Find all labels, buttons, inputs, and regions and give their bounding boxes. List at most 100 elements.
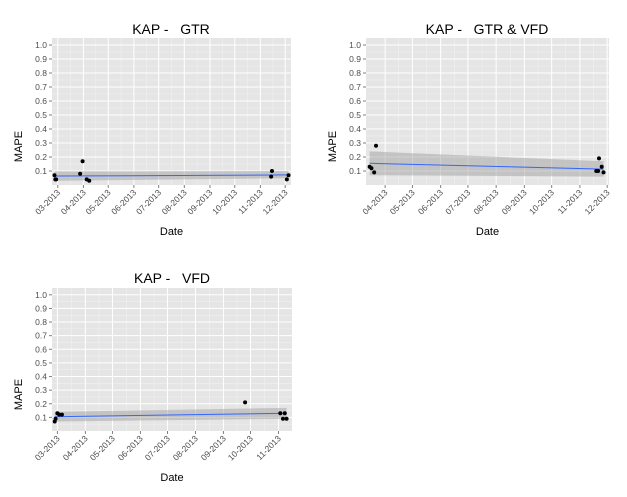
trend-line [369,162,604,170]
data-point [282,411,287,416]
data-point [59,412,64,417]
x-tick-label: 07-2013 [143,433,172,462]
x-tick-label: 06-2013 [116,433,145,462]
plot-background [52,288,292,431]
data-point [284,177,289,182]
x-tick-label: 07-2013 [134,187,163,216]
data-point [286,173,291,178]
x-tick-label: 07-2013 [443,187,472,216]
x-axis-title: Date [160,226,183,238]
y-tick-label: 0.5 [35,358,47,368]
x-tick-label: 08-2013 [160,187,189,216]
data-point [269,169,274,173]
x-tick-label: 05-2013 [88,433,117,462]
x-tick-label: 11-2013 [556,187,585,216]
data-point [52,173,57,178]
y-tick-label: 0.6 [35,344,47,354]
y-axis-title: MAPE [327,131,339,162]
x-axis-title: Date [160,472,183,484]
y-axis-title: MAPE [13,131,25,162]
y-tick-label: 0.3 [349,138,361,148]
data-point [280,416,285,421]
data-point [53,416,58,421]
y-tick-label: 1.0 [349,40,361,50]
data-point [269,174,274,179]
y-tick-label: 0.9 [349,54,361,64]
x-tick-label: 11-2013 [236,187,265,216]
x-axis-title: Date [476,226,499,238]
y-tick-label: 0.1 [35,412,47,422]
y-tick-label: 0.7 [35,82,47,92]
y-tick-label: 0.3 [35,138,47,148]
data-point [601,170,606,175]
x-tick-label: 05-2013 [388,187,417,216]
y-tick-label: 0.1 [349,166,361,176]
x-tick-label: 12-2013 [582,187,611,216]
y-tick-label: 1.0 [35,290,47,300]
data-point [243,400,248,405]
x-tick-label: 06-2013 [109,187,138,216]
x-tick-label: 04-2013 [59,187,88,216]
x-tick-label: 11-2013 [254,433,283,462]
y-tick-label: 0.2 [349,152,361,162]
y-tick-label: 0.8 [35,68,47,78]
x-tick-label: 08-2013 [471,187,500,216]
y-tick-label: 0.8 [349,68,361,78]
panel-2: 0.1 0.2 0.3 0.4 0.5 0.6 0.7 0.8 0.9 1.0 04-201305-… [327,21,612,238]
x-tick-label: 08-2013 [171,433,200,462]
plot-background [366,38,609,185]
y-tick-label: 0.3 [35,385,47,395]
data-point [596,156,601,161]
data-point [78,171,83,176]
x-tick-label: 03-2013 [33,433,62,462]
y-tick-label: 0.5 [349,110,361,120]
x-tick-label: 06-2013 [416,187,445,216]
y-tick-label: 0.4 [35,124,47,134]
y-tick-label: 0.6 [35,96,47,106]
y-tick-label: 0.2 [35,152,47,162]
data-point [369,166,374,171]
y-tick-label: 0.2 [35,399,47,409]
chart-title: KAP - GTR & VFD [426,21,549,37]
x-tick-label: 09-2013 [185,187,214,216]
y-tick-label: 0.9 [35,303,47,313]
panel-1: 0.1 0.2 0.3 0.4 0.5 0.6 0.7 0.8 0.9 1.0 03-201304-… [13,21,291,238]
data-point [374,143,379,148]
chart-title: KAP - GTR [132,21,210,37]
x-tick-label: 12-2013 [260,187,289,216]
x-tick-label: 10-2013 [226,433,255,462]
chart-title: KAP - VFD [134,270,210,286]
y-tick-label: 0.8 [35,317,47,327]
y-tick-label: 0.1 [35,166,47,176]
data-point [278,411,283,416]
y-axis-title: MAPE [13,379,25,410]
x-tick-label: 10-2013 [527,187,556,216]
trend-line [54,174,289,177]
panel-3: 0.1 0.2 0.3 0.4 0.5 0.6 0.7 0.8 0.9 1.0 03-201304-… [13,270,292,484]
data-point [596,169,601,173]
y-tick-label: 0.9 [35,54,47,64]
y-tick-label: 0.7 [349,82,361,92]
data-point [599,164,604,169]
y-tick-label: 0.4 [35,372,47,382]
data-point [54,177,59,182]
y-tick-label: 0.7 [35,331,47,341]
data-point [80,159,85,164]
x-tick-label: 09-2013 [500,187,529,216]
confidence-band [369,151,604,177]
x-tick-label: 05-2013 [84,187,113,216]
y-tick-label: 0.4 [349,124,361,134]
trend-line [54,412,287,418]
x-tick-label: 10-2013 [210,187,239,216]
y-tick-label: 1.0 [35,40,47,50]
x-tick-label: 03-2013 [33,187,62,216]
x-tick-label: 04-2013 [360,187,389,216]
y-tick-label: 0.5 [35,110,47,120]
x-tick-label: 04-2013 [61,433,90,462]
data-point [372,170,377,175]
data-point [87,178,92,183]
y-tick-label: 0.6 [349,96,361,106]
x-tick-label: 09-2013 [199,433,228,462]
data-point [284,416,289,421]
